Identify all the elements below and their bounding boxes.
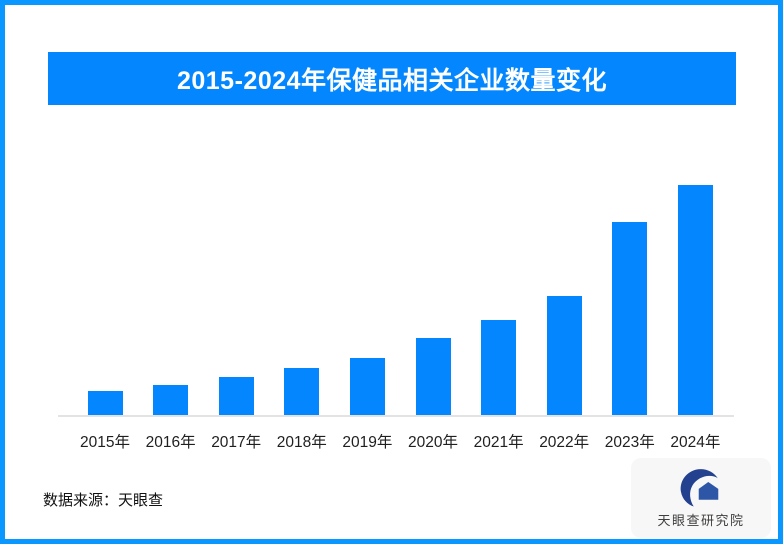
bar-2020年 — [415, 337, 451, 415]
tianyancha-logo-text: 天眼查研究院 — [657, 513, 745, 528]
bar-2023年 — [612, 221, 648, 415]
bar-2022年 — [546, 295, 582, 415]
x-tick-label: 2021年 — [473, 434, 524, 451]
chart-title-banner: 2015-2024年保健品相关企业数量变化 — [48, 52, 736, 105]
bar-2019年 — [349, 358, 385, 415]
data-source-note: 数据来源：天眼查 — [43, 492, 164, 509]
bar-2015年 — [87, 390, 123, 415]
bar-chart: 2015年 2016年 2017年 2018年 2019年 2020年 2021年 2022年… — [5, 5, 778, 539]
x-axis-line — [58, 415, 734, 417]
x-tick-label: 2015年 — [80, 434, 130, 451]
bar-2024年 — [677, 184, 713, 415]
x-tick-label: 2016年 — [145, 434, 196, 451]
x-tick-label: 2023年 — [604, 434, 655, 451]
bar-2018年 — [284, 367, 320, 415]
x-tick-label: 2024年 — [670, 434, 721, 451]
x-tick-label: 2020年 — [408, 434, 458, 451]
x-tick-label: 2022年 — [539, 434, 590, 451]
x-tick-label: 2018年 — [276, 434, 327, 451]
x-tick-label: 2019年 — [342, 434, 393, 451]
tianyancha-logo-icon — [680, 469, 719, 507]
bar-2016年 — [153, 384, 189, 415]
chart-title: 2015-2024年保健品相关企业数量变化 — [176, 66, 608, 95]
tianyancha-logo-card: 天眼查研究院 — [631, 458, 771, 538]
bar-2017年 — [218, 377, 254, 415]
bar-2021年 — [481, 320, 517, 415]
x-tick-label: 2017年 — [211, 434, 262, 451]
